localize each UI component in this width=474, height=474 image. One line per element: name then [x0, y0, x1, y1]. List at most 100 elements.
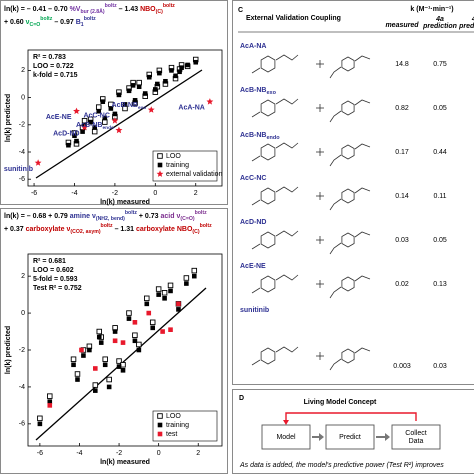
- legend-label: test: [166, 431, 177, 438]
- equation-term: acid ν: [161, 213, 181, 220]
- legend-marker: [157, 431, 163, 437]
- row-name: AcC-NC: [240, 175, 266, 182]
- y-tick-label: -2: [19, 122, 25, 129]
- point-label-sub: exo: [138, 106, 146, 111]
- point: [155, 286, 162, 292]
- y-tick-label: 0: [21, 310, 25, 317]
- point: [191, 273, 197, 279]
- y-tick-label: 0: [21, 94, 25, 101]
- bond: [329, 198, 342, 211]
- arrow-head: [283, 420, 289, 425]
- point: [120, 340, 126, 345]
- bond: [275, 346, 299, 353]
- point: [116, 92, 122, 98]
- point-label-text: AcA-NA: [178, 105, 204, 112]
- equation-line: ln(k) = – 0.68 + 0.79 amine ν(NH2, bend)…: [4, 210, 207, 222]
- ring: [341, 144, 355, 160]
- model-stat: LOO = 0.602: [33, 267, 74, 274]
- y-tick-label: -6: [19, 421, 25, 428]
- x-tick-label: -6: [31, 190, 37, 197]
- point: [111, 117, 119, 124]
- row-name-text: AcB-NB: [240, 87, 266, 94]
- bond: [275, 142, 299, 149]
- row-name-text: AcD-ND: [240, 219, 266, 226]
- equation-term: 1: [81, 22, 84, 28]
- point: [115, 126, 123, 134]
- point: [168, 288, 173, 294]
- point: [74, 371, 81, 377]
- point: [122, 102, 128, 107]
- point: [146, 310, 152, 316]
- point: [193, 59, 199, 65]
- row-name-sub: endo: [266, 135, 280, 141]
- legend-box: [152, 150, 218, 182]
- point: [126, 316, 132, 321]
- point: [126, 310, 132, 316]
- cell-value: 0.14: [395, 193, 409, 200]
- model-stat: R² = 0.681: [33, 258, 66, 265]
- equation-term: ln(k) = – 0.41 – 0.70: [4, 6, 70, 13]
- arrow-head: [385, 433, 390, 441]
- point: [132, 320, 138, 325]
- point: [112, 329, 118, 334]
- x-tick-label: -2: [112, 190, 118, 197]
- point: [206, 98, 214, 105]
- point: [100, 99, 106, 104]
- feedback-arrow: [285, 412, 417, 421]
- y-tick-label: -4: [19, 149, 25, 156]
- equation-term: bur (2.8Å): [80, 8, 104, 15]
- series: [34, 98, 214, 166]
- point: [132, 98, 138, 103]
- model-stat: R² = 0.783: [33, 54, 66, 61]
- point: [106, 384, 112, 390]
- equation-term: (C): [156, 9, 163, 15]
- point: [112, 338, 118, 344]
- ring: [341, 232, 355, 248]
- cell-value: 0.17: [395, 149, 409, 156]
- column-header: prediction: [458, 23, 474, 30]
- point: [136, 79, 142, 86]
- point: [176, 301, 181, 307]
- point: [136, 341, 142, 348]
- point: [150, 325, 156, 331]
- step-label: Data: [409, 438, 424, 445]
- legend-marker: [157, 413, 163, 419]
- bond: [354, 55, 371, 62]
- bond: [275, 98, 299, 105]
- y-tick-label: 2: [21, 67, 25, 74]
- cell-value: 0.03: [433, 363, 447, 370]
- point: [47, 403, 53, 408]
- structure-sketch: [251, 274, 371, 299]
- point: [168, 327, 173, 332]
- ring: [260, 347, 276, 365]
- equation-term: (C=O): [180, 216, 195, 222]
- point: [75, 377, 80, 382]
- equation-line: + 0.60 νC=Oboltz – 0.97 B1boltz: [4, 16, 96, 28]
- point: [81, 123, 88, 131]
- point: [156, 292, 161, 297]
- equation-term: B: [76, 19, 81, 26]
- x-axis-label: ln(k) measured: [100, 199, 150, 206]
- point-label-sub: endo: [102, 125, 114, 131]
- legend-label: LOO: [166, 153, 181, 160]
- point: [93, 388, 98, 393]
- cell-value: 0.13: [433, 281, 447, 288]
- arrow-head: [319, 433, 324, 441]
- point-label-text: AcB-NB: [112, 102, 138, 109]
- row-name: sunitinib: [240, 307, 269, 314]
- point: [87, 347, 92, 353]
- step-box: [391, 424, 441, 450]
- point: [81, 353, 86, 358]
- bond: [354, 143, 371, 150]
- bond: [251, 111, 261, 118]
- bond: [275, 54, 299, 61]
- point: [96, 108, 102, 114]
- step-box: [261, 424, 311, 450]
- point: [163, 78, 168, 84]
- equation-term: boltz: [105, 3, 117, 9]
- bond: [251, 199, 261, 206]
- model-stat: 5-fold = 0.593: [33, 276, 78, 283]
- model-stat: LOO = 0.722: [33, 63, 74, 70]
- cell-value: 14.8: [395, 61, 409, 68]
- equation-term: + 0.73: [137, 213, 161, 220]
